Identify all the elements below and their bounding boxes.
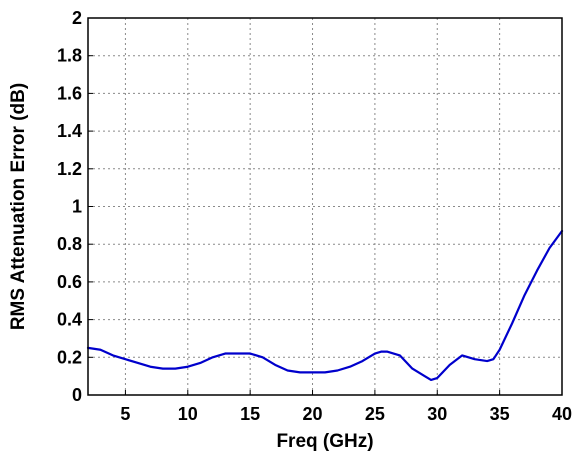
x-tick-label: 35 bbox=[490, 404, 510, 424]
y-tick-label: 1.2 bbox=[57, 159, 82, 179]
y-tick-label: 1.4 bbox=[57, 121, 82, 141]
y-tick-label: 0 bbox=[72, 385, 82, 405]
plot-frame bbox=[87, 17, 563, 396]
y-tick-label: 1 bbox=[72, 197, 82, 217]
series-layer bbox=[86, 229, 564, 382]
grid-lines bbox=[88, 18, 562, 395]
y-tick-label: 0.4 bbox=[57, 310, 82, 330]
y-tick-label: 1.8 bbox=[57, 46, 82, 66]
x-tick-label: 20 bbox=[303, 404, 323, 424]
y-tick-label: 0.6 bbox=[57, 272, 82, 292]
x-axis-title: Freq (GHz) bbox=[276, 431, 373, 452]
y-axis-title: RMS Attenuation Error (dB) bbox=[8, 83, 29, 330]
x-tick-label: 40 bbox=[552, 404, 572, 424]
y-tick-label: 2 bbox=[72, 8, 82, 28]
y-tick-label: 0.2 bbox=[57, 347, 82, 367]
x-tick-label: 25 bbox=[365, 404, 385, 424]
x-tick-label: 10 bbox=[178, 404, 198, 424]
x-tick-label: 30 bbox=[427, 404, 447, 424]
series-line bbox=[86, 229, 564, 382]
x-tick-label: 15 bbox=[240, 404, 260, 424]
y-tick-label: 1.6 bbox=[57, 83, 82, 103]
y-tick-label: 0.8 bbox=[57, 234, 82, 254]
x-tick-label: 5 bbox=[120, 404, 130, 424]
axis-ticks: 5 10 15 20 25 30 35 40 0 0.2 0.4 0.6 0.8 1 1.2 1.4 1.6 1.… bbox=[57, 8, 572, 424]
